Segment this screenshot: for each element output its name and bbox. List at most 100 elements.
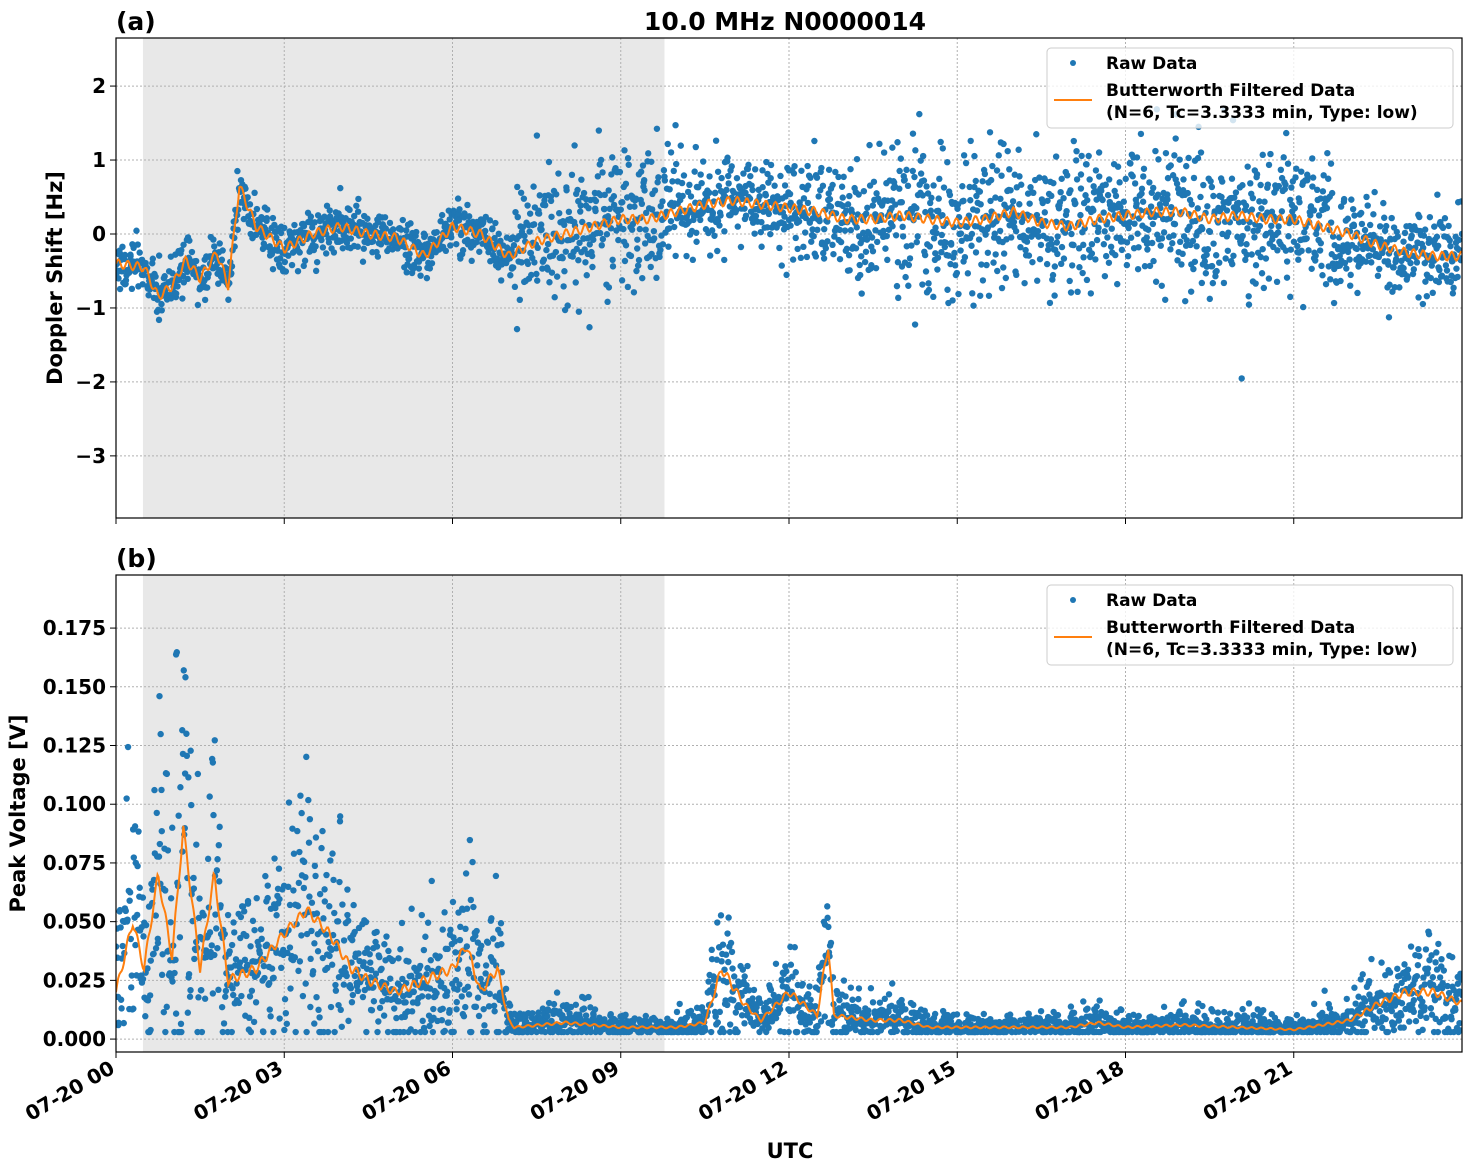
raw-data-point [994, 267, 1001, 275]
raw-data-point [456, 206, 463, 213]
raw-data-point [116, 943, 120, 950]
raw-data-point [146, 992, 154, 999]
raw-data-point [354, 208, 362, 215]
raw-data-point [771, 182, 778, 189]
raw-data-point [116, 275, 122, 282]
raw-data-point [1350, 222, 1358, 230]
raw-data-point [341, 964, 349, 971]
raw-data-point [1436, 266, 1443, 274]
raw-data-point [1325, 175, 1332, 182]
raw-data-point [1000, 140, 1007, 148]
raw-data-point [535, 1009, 542, 1016]
raw-data-point [1157, 242, 1164, 249]
raw-data-point [923, 1012, 931, 1019]
raw-data-point [144, 997, 152, 1004]
raw-data-point [714, 1019, 721, 1026]
raw-data-point [799, 980, 806, 988]
raw-data-point [327, 1003, 335, 1011]
raw-data-point [142, 1013, 149, 1020]
raw-data-point [319, 954, 326, 962]
raw-data-point [155, 252, 163, 259]
raw-data-point [186, 993, 194, 1000]
raw-data-point [351, 928, 358, 936]
raw-data-point [295, 967, 302, 975]
raw-data-point [1074, 288, 1081, 296]
raw-data-point [290, 887, 297, 894]
raw-data-point [190, 874, 197, 882]
raw-data-point [705, 978, 712, 985]
raw-data-point [287, 985, 294, 992]
raw-data-point [1054, 233, 1061, 240]
raw-data-point [561, 268, 568, 275]
raw-data-point [125, 269, 133, 276]
raw-data-point [1127, 234, 1135, 241]
raw-data-point [548, 269, 556, 276]
raw-data-point [463, 943, 471, 950]
raw-data-point [759, 167, 766, 174]
raw-data-point [1177, 1011, 1184, 1018]
raw-data-point [951, 249, 958, 257]
raw-data-point [786, 190, 794, 198]
raw-data-point [664, 140, 671, 148]
raw-data-point [978, 261, 985, 268]
raw-data-point [497, 237, 504, 244]
raw-data-point [937, 138, 944, 146]
raw-data-point [872, 264, 880, 272]
raw-data-point [855, 985, 863, 992]
raw-data-point [289, 825, 296, 832]
raw-data-point [447, 242, 454, 249]
raw-data-point [575, 257, 582, 264]
raw-data-point [1253, 171, 1261, 178]
raw-data-point [798, 167, 805, 174]
raw-data-point [895, 294, 902, 302]
raw-data-point [827, 203, 835, 210]
raw-data-point [180, 667, 187, 674]
raw-data-point [841, 227, 849, 234]
raw-data-point [386, 219, 394, 227]
raw-data-point [987, 197, 994, 205]
raw-data-point [898, 1001, 906, 1009]
raw-data-point [1445, 222, 1452, 230]
raw-data-point [533, 1028, 540, 1036]
raw-data-point [139, 894, 147, 901]
raw-data-point [991, 230, 998, 237]
raw-data-point [497, 920, 505, 927]
raw-data-point [1219, 178, 1226, 185]
raw-data-point [719, 941, 727, 948]
raw-data-point [261, 974, 268, 982]
raw-data-point [776, 1006, 784, 1013]
raw-data-point [1309, 155, 1316, 162]
raw-data-point [233, 980, 240, 987]
raw-data-point [741, 205, 748, 212]
raw-data-point [463, 905, 471, 912]
raw-data-point [248, 987, 256, 994]
raw-data-point [246, 993, 254, 1000]
raw-data-point [1318, 262, 1325, 270]
raw-data-point [336, 818, 344, 825]
raw-data-point [585, 993, 592, 1001]
raw-data-point [800, 243, 807, 251]
raw-data-point [717, 212, 724, 219]
raw-data-point [444, 945, 451, 953]
raw-data-point [690, 1012, 697, 1020]
raw-data-point [876, 999, 884, 1006]
raw-data-point [589, 263, 596, 271]
raw-data-point [460, 1013, 468, 1020]
raw-data-point [1137, 130, 1145, 138]
raw-data-point [218, 1003, 226, 1011]
raw-data-point [920, 177, 928, 184]
raw-data-point [804, 199, 812, 207]
raw-data-point [306, 893, 313, 900]
raw-data-point [450, 1028, 457, 1036]
raw-data-point [1068, 230, 1075, 238]
raw-data-point [286, 944, 294, 951]
raw-data-point [545, 1007, 552, 1014]
raw-data-point [1088, 250, 1096, 257]
raw-data-point [595, 127, 603, 134]
raw-data-point [201, 296, 209, 304]
raw-data-point [822, 245, 830, 252]
raw-data-point [992, 251, 999, 258]
raw-data-point [702, 1027, 709, 1034]
raw-data-point [1000, 250, 1008, 257]
raw-data-point [718, 174, 725, 182]
